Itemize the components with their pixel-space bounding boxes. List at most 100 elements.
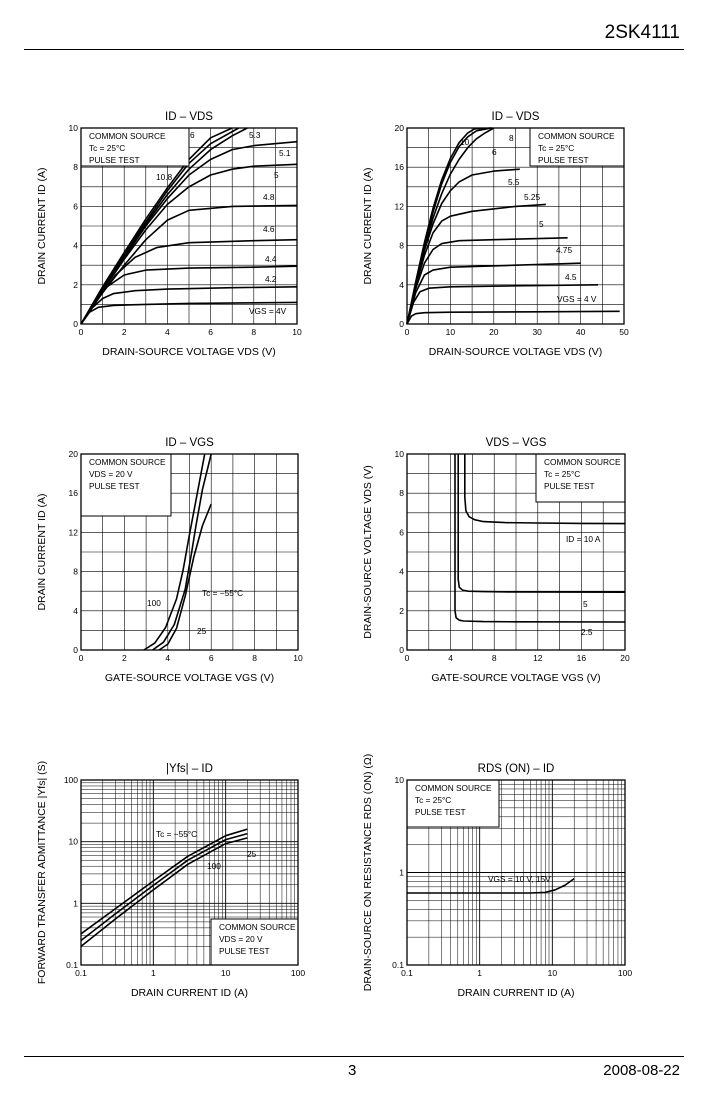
document-date: 2008-08-22 <box>603 1062 680 1079</box>
series-label: 25 <box>197 626 207 636</box>
y-tick-label: 0 <box>399 645 404 655</box>
y-tick-label: 8 <box>73 162 78 172</box>
note-text: Tc = 25°C <box>538 143 574 153</box>
chart-6: COMMON SOURCE Tc = 25°C PULSE TEST VGS = 10… <box>362 754 632 999</box>
series-label: 6 <box>492 147 497 157</box>
y-tick-label: 4 <box>399 280 404 290</box>
y-tick-label: 0.1 <box>66 960 78 970</box>
x-tick-label: 8 <box>252 653 257 663</box>
chart-title: ID – VGS <box>165 437 214 449</box>
series-label: 4.5 <box>565 272 577 282</box>
series-line-2 <box>152 453 212 651</box>
series-label: 10.8 <box>156 172 173 182</box>
series-label: 6 <box>190 130 195 140</box>
x-tick-label: 8 <box>251 327 256 337</box>
x-tick-label: 10 <box>548 968 558 978</box>
note-text: PULSE TEST <box>89 481 140 491</box>
series-label: 100 <box>207 861 221 871</box>
note-text: COMMON SOURCE <box>219 922 296 932</box>
y-tick-label: 8 <box>399 488 404 498</box>
x-tick-label: 6 <box>209 653 214 663</box>
note-text: Tc = 25°C <box>544 469 580 479</box>
y-axis-label: FORWARD TRANSFER ADMITTANCE |Yfs| (S) <box>36 761 48 984</box>
chart-4: COMMON SOURCE Tc = 25°C PULSE TEST ID = 10 … <box>362 437 630 684</box>
series-label: 4.75 <box>556 245 573 255</box>
series-label: 10 <box>460 137 470 147</box>
y-tick-label: 8 <box>399 241 404 251</box>
x-axis-label: GATE-SOURCE VOLTAGE VGS (V) <box>431 672 600 684</box>
x-tick-label: 4 <box>165 653 170 663</box>
note-text: PULSE TEST <box>544 481 595 491</box>
series-label: 5.25 <box>524 192 541 202</box>
x-tick-label: 30 <box>532 327 542 337</box>
series-line-5 <box>80 204 298 325</box>
x-tick-label: 0.1 <box>75 968 87 978</box>
series-line-2 <box>80 832 248 942</box>
note-text: COMMON SOURCE <box>415 783 492 793</box>
y-tick-label: 8 <box>73 567 78 577</box>
note-text: COMMON SOURCE <box>89 131 166 141</box>
y-tick-label: 20 <box>69 449 79 459</box>
y-tick-label: 20 <box>395 123 405 133</box>
series-line-1 <box>158 503 212 651</box>
note-text: PULSE TEST <box>89 155 140 165</box>
series-line-3 <box>406 262 581 325</box>
x-axis-label: GATE-SOURCE VOLTAGE VGS (V) <box>105 672 274 684</box>
x-tick-label: 40 <box>576 327 586 337</box>
series-line-3 <box>454 454 626 623</box>
series-label: 4.2 <box>265 274 277 284</box>
chart-title: VDS – VGS <box>486 437 547 449</box>
x-tick-label: 6 <box>208 327 213 337</box>
x-tick-label: 1 <box>151 968 156 978</box>
chart-2: COMMON SOURCE Tc = 25°C PULSE TEST VGS = 4 … <box>362 111 629 358</box>
y-axis-label: DRAIN CURRENT ID (A) <box>36 167 48 284</box>
y-tick-label: 10 <box>69 123 79 133</box>
y-tick-label: 12 <box>395 201 405 211</box>
series-label: Tc = −55°C <box>156 829 197 839</box>
notes-box <box>535 453 626 503</box>
plot-frame <box>406 127 625 325</box>
plot-frame <box>80 779 299 966</box>
y-axis-label: DRAIN-SOURCE ON RESISTANCE RDS (ON) (Ω) <box>362 754 374 992</box>
series-line-6 <box>80 163 298 325</box>
x-tick-label: 0 <box>405 653 410 663</box>
x-tick-label: 20 <box>489 327 499 337</box>
note-text: COMMON SOURCE <box>544 457 621 467</box>
x-tick-label: 0 <box>79 327 84 337</box>
note-text: Tc = 25°C <box>415 795 451 805</box>
y-tick-label: 10 <box>395 449 405 459</box>
x-axis-label: DRAIN CURRENT ID (A) <box>131 987 248 999</box>
y-tick-label: 0 <box>73 645 78 655</box>
chart-3: COMMON SOURCE VDS = 20 V PULSE TEST Tc = −5… <box>36 437 303 684</box>
y-tick-label: 100 <box>64 775 78 785</box>
notes-box <box>529 127 625 167</box>
series-label: 100 <box>147 598 161 608</box>
note-text: VDS = 20 V <box>89 469 133 479</box>
series-label: 5 <box>539 219 544 229</box>
x-tick-label: 0 <box>79 653 84 663</box>
x-axis-label: DRAIN CURRENT ID (A) <box>457 987 574 999</box>
plot-frame <box>80 127 298 325</box>
chart-title: ID – VDS <box>492 111 540 123</box>
series-line-10 <box>80 127 233 325</box>
note-text: Tc = 25°C <box>89 143 125 153</box>
series-line-7 <box>80 140 298 325</box>
notes-box <box>80 453 172 517</box>
y-tick-label: 1 <box>73 898 78 908</box>
x-tick-label: 50 <box>619 327 629 337</box>
series-label: 5 <box>274 170 279 180</box>
x-tick-label: 10 <box>292 327 302 337</box>
part-number: 2SK4111 <box>604 22 680 43</box>
series-label: 4.4 <box>265 254 277 264</box>
x-tick-label: 12 <box>533 653 543 663</box>
x-tick-label: 10 <box>446 327 456 337</box>
series-label: VGS = 4V <box>249 306 287 316</box>
series-line-3 <box>143 453 206 651</box>
y-tick-label: 0 <box>73 319 78 329</box>
y-axis-label: DRAIN-SOURCE VOLTAGE VDS (V) <box>362 465 374 638</box>
footer-divider <box>24 1056 684 1057</box>
plot-frame <box>406 779 626 966</box>
y-tick-label: 6 <box>399 527 404 537</box>
x-tick-label: 10 <box>293 653 303 663</box>
